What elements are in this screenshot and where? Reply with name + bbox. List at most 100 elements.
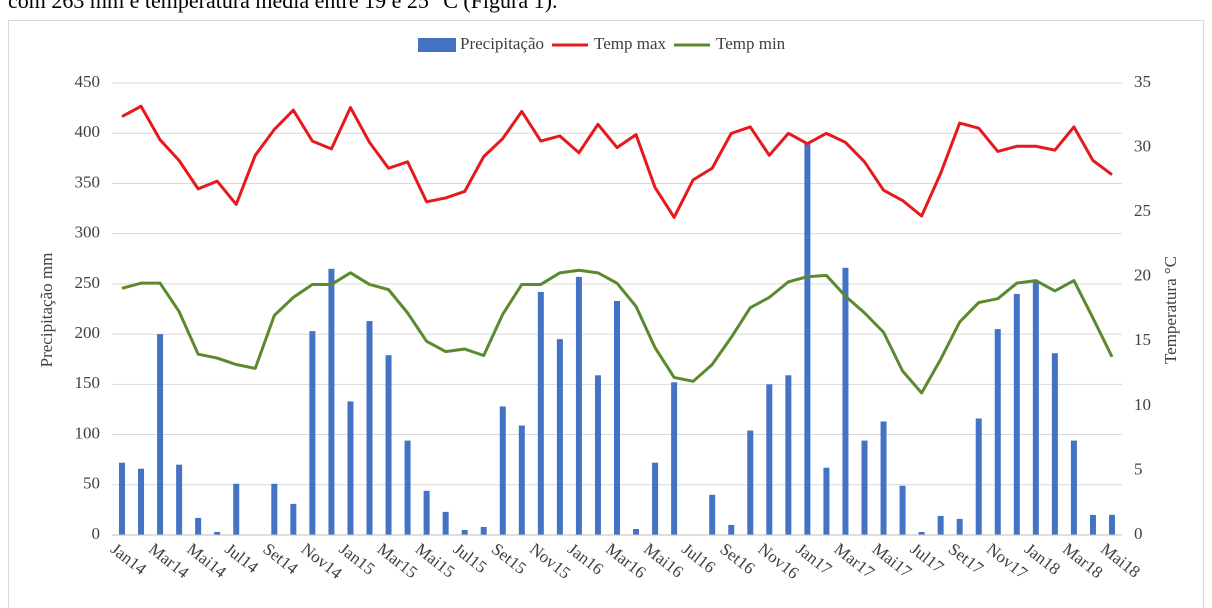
y2-tick-label: 0 [1134,524,1143,543]
x-tick-label: Set14 [259,539,302,578]
bar [823,467,830,535]
x-tick-label: Set16 [716,539,758,578]
bar [480,526,487,535]
x-tick-label: Set17 [945,539,988,578]
x-tick-label: Jan16 [564,539,607,578]
y-tick-label: 300 [75,223,101,242]
x-tick-label: Jul16 [678,539,719,577]
y2-tick-label: 20 [1134,266,1151,285]
bar [556,339,563,535]
bar [119,462,125,535]
bar [461,529,468,535]
bar [899,485,906,535]
chart-frame [8,20,1204,608]
bar [880,421,887,535]
bar [404,440,411,535]
x-tick-label: Nov16 [754,539,802,582]
bar [709,494,716,535]
bar [195,517,202,535]
bar [309,331,316,535]
y-tick-label: 250 [75,273,101,292]
y2-tick-label: 30 [1134,136,1151,155]
y2-tick-label: 5 [1134,459,1143,478]
x-tick-label: Mai16 [640,539,687,581]
bar [518,425,525,535]
y2-tick-label: 35 [1134,72,1151,91]
x-tick-label: Mar14 [145,539,193,582]
y-tick-label: 350 [75,172,101,191]
x-tick-label: Mar16 [602,539,649,582]
bar [1032,281,1039,535]
bar [214,531,221,535]
y-axis-label: Precipitação mm [37,253,56,368]
bar [994,329,1001,535]
bar [594,375,601,535]
x-tick-label: Nov14 [298,539,347,583]
x-tick-label: Jul14 [221,539,262,577]
legend-swatch [418,38,456,52]
bar [671,382,678,535]
bar [728,524,735,535]
bar [956,518,963,535]
bar [423,490,430,535]
bar [347,401,354,535]
y-tick-label: 100 [75,423,101,442]
y-tick-label: 450 [75,72,101,91]
bar [937,515,944,535]
bar [975,418,982,535]
y-tick-label: 0 [92,524,101,543]
bar [1089,514,1096,535]
x-tick-label: Mar18 [1059,539,1106,582]
bar [1070,440,1077,535]
line [121,268,1114,395]
x-tick-label: Jan17 [793,539,836,579]
bar [766,384,773,535]
bar [633,528,640,535]
y2-axis-label: Temperatura °C [1161,256,1180,364]
y2-tick-label: 15 [1134,330,1151,349]
legend-label: Temp min [716,34,786,53]
x-tick-label: Mar15 [374,539,421,582]
line [121,104,1113,219]
x-tick-label: Mai14 [183,539,230,582]
bar [785,375,792,535]
bar [499,406,506,535]
x-tick-label: Mai15 [412,539,459,581]
y-tick-label: 400 [75,122,101,141]
x-tick-label: Nov17 [983,539,1032,583]
x-tick-label: Set15 [488,539,530,578]
x-tick-label: Nov15 [526,539,574,582]
x-tick-label: Mai18 [1097,539,1144,581]
y-tick-label: 50 [83,474,100,493]
legend-label: Precipitação [460,34,544,53]
y-tick-label: 150 [75,373,101,392]
bar [1109,514,1115,535]
bar [385,355,392,535]
x-tick-label: Mar17 [831,539,879,582]
bar [233,483,240,535]
legend-label: Temp max [594,34,666,53]
y2-tick-label: 10 [1134,395,1151,414]
bar [918,531,925,535]
bar [157,334,164,535]
x-tick-label: Jan18 [1021,539,1064,578]
bar [442,511,449,535]
text-above: com 263 mm e temperatura média entre 19 … [8,0,557,13]
y2-tick-label: 25 [1134,201,1151,220]
x-tick-label: Jan15 [336,539,379,578]
bar [861,440,868,535]
bar [176,464,183,535]
bar [747,430,754,535]
bar [575,276,582,535]
bar [1051,353,1058,535]
bar [138,468,145,535]
bar [537,291,544,535]
bar [614,300,620,535]
bar [366,321,373,535]
bar [652,462,659,535]
bar [1013,293,1020,535]
bar [842,267,849,535]
x-tick-label: Jul17 [907,539,948,577]
